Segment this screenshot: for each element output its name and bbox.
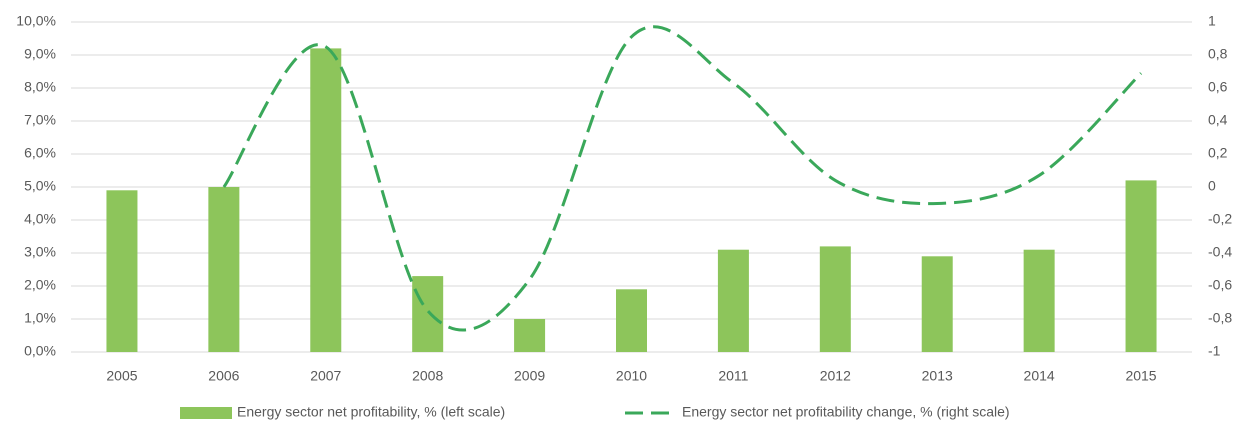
y-tick-label: 8,0% <box>24 79 56 95</box>
y-tick-label: 6,0% <box>24 145 56 161</box>
y-tick-label: 7,0% <box>24 112 56 128</box>
bar <box>310 48 342 353</box>
y2-tick-label: 0,6 <box>1208 79 1228 95</box>
y-tick-label: 1,0% <box>24 310 56 326</box>
y-tick-label: 5,0% <box>24 178 56 194</box>
x-tick-label: 2009 <box>514 368 545 384</box>
x-tick-label: 2007 <box>310 368 341 384</box>
bar <box>1023 249 1055 352</box>
bar <box>412 276 444 352</box>
y2-tick-label: 0,4 <box>1208 112 1228 128</box>
legend-label: Energy sector net profitability, % (left… <box>237 404 505 420</box>
y-tick-label: 9,0% <box>24 46 56 62</box>
x-tick-label: 2005 <box>106 368 137 384</box>
x-tick-label: 2008 <box>412 368 443 384</box>
bar <box>1125 180 1157 352</box>
x-tick-label: 2012 <box>820 368 851 384</box>
y-tick-label: 0,0% <box>24 343 56 359</box>
line <box>222 25 1143 332</box>
x-tick-label: 2013 <box>922 368 953 384</box>
bar <box>514 319 546 352</box>
x-tick-label: 2010 <box>616 368 647 384</box>
y-tick-label: 2,0% <box>24 277 56 293</box>
y2-tick-label: 0 <box>1208 178 1216 194</box>
y-tick-label: 10,0% <box>16 13 56 29</box>
y2-tick-label: -1 <box>1208 343 1221 359</box>
bar <box>208 187 240 352</box>
x-tick-label: 2006 <box>208 368 239 384</box>
y2-tick-label: 0,8 <box>1208 46 1228 62</box>
y2-tick-label: 1 <box>1208 13 1216 29</box>
y2-tick-label: -0,6 <box>1208 277 1232 293</box>
legend-label: Energy sector net profitability change, … <box>682 404 1010 420</box>
y-tick-label: 4,0% <box>24 211 56 227</box>
y2-tick-label: 0,2 <box>1208 145 1228 161</box>
x-tick-label: 2015 <box>1125 368 1156 384</box>
x-tick-label: 2014 <box>1024 368 1055 384</box>
y2-tick-label: -0,2 <box>1208 211 1232 227</box>
y-tick-label: 3,0% <box>24 244 56 260</box>
bar <box>819 246 851 352</box>
x-tick-label: 2011 <box>718 368 748 384</box>
bar <box>106 190 138 352</box>
y2-tick-label: -0,8 <box>1208 310 1232 326</box>
bar <box>921 256 953 352</box>
legend-swatch <box>180 407 232 419</box>
y2-tick-label: -0,4 <box>1208 244 1232 260</box>
bar <box>717 249 749 352</box>
bar <box>616 289 647 352</box>
